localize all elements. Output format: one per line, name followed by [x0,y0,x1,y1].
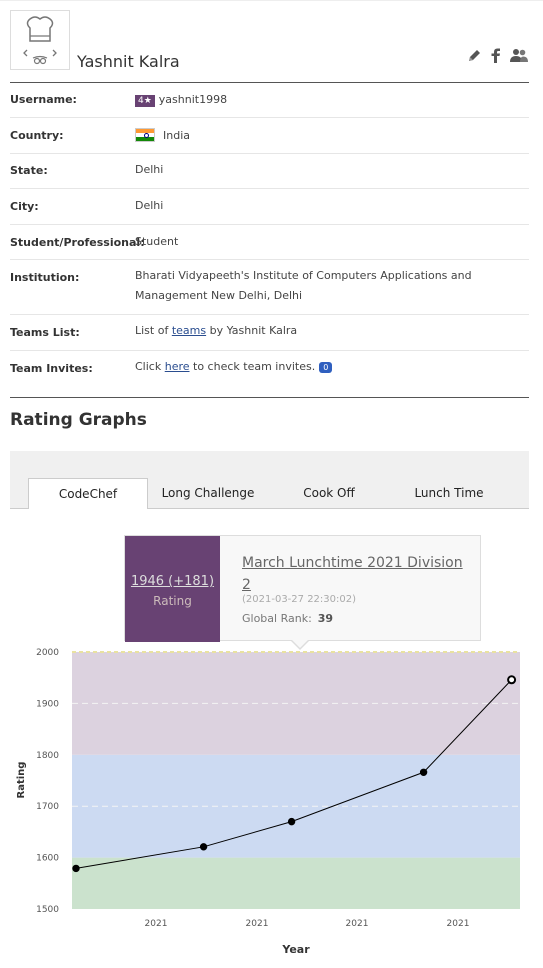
rating-graphs-title: Rating Graphs [10,410,147,430]
detail-value: 4★ yashnit1998 [135,90,489,110]
tooltip-arrow [290,639,310,650]
india-flag-icon [135,128,155,142]
username-value: yashnit1998 [158,93,228,106]
invites-text: Click [135,360,165,373]
x-tick-label: 2021 [145,919,168,929]
rating-band-0 [72,857,520,909]
detail-value: Click here to check team invites. 0 [135,357,489,377]
tab-codechef[interactable]: CodeChef [28,478,148,509]
detail-row-team-invites: Team Invites: Click here to check team i… [10,351,529,385]
tab-lunch-time[interactable]: Lunch Time [414,486,484,500]
y-tick-label: 1500 [36,905,59,915]
rating-point [287,817,296,826]
detail-value: Student [135,235,179,248]
tooltip-global-rank: Global Rank: 39 [242,612,333,625]
x-tick-label: 2021 [447,919,470,929]
detail-label: Institution: [10,271,80,284]
profile-details: Username: 4★ yashnit1998 Country: India S… [10,83,529,385]
facebook-icon[interactable] [491,48,500,67]
detail-row-teams-list: Teams List: List of teams by Yashnit Kal… [10,315,529,351]
tooltip-rating[interactable]: 1946 (+181) [130,574,215,589]
detail-label: Teams List: [10,326,80,339]
tooltip-contest-link[interactable]: March Lunchtime 2021 Division 2 [242,555,463,593]
avatar [10,10,70,70]
detail-row-city: City: Delhi [10,189,529,225]
invites-text-suffix: to check team invites. [189,360,316,373]
rating-point [419,768,428,776]
tab-cook-off[interactable]: Cook Off [303,486,355,500]
detail-row-country: Country: India [10,118,529,154]
y-tick-label: 1800 [36,751,59,761]
y-tick-label: 1900 [36,699,59,709]
header-divider [10,82,529,83]
detail-label: Country: [10,129,64,142]
x-axis-label: Year [281,943,310,956]
invites-here-link[interactable]: here [164,360,190,373]
detail-value: Bharati Vidyapeeth's Institute of Comput… [135,269,472,302]
detail-label: Username: [10,93,77,106]
rating-tooltip: 1946 (+181) Rating March Lunchtime 2021 … [124,535,481,642]
header-actions [467,48,528,67]
rating-chart: 1500 1600 1700 1800 1900 2000 2021 2021 2021 2021… [16,648,520,956]
chef-avatar-icon [23,16,57,65]
country-value: India [163,129,190,142]
invites-count-badge[interactable]: 0 [319,362,333,373]
y-tick-label: 1700 [36,802,59,812]
rating-tabs: CodeChef Long Challenge Cook Off Lunch T… [10,451,529,509]
detail-row-username: Username: 4★ yashnit1998 [10,83,529,118]
detail-label: State: [10,164,48,177]
section-divider [10,397,529,398]
tooltip-rating-label: Rating [153,594,192,608]
y-axis-label: Rating [16,762,27,799]
x-tick-label: 2021 [246,919,269,929]
top-border [0,0,543,5]
y-tick-label: 1600 [36,854,59,864]
rank-value: 39 [317,612,334,625]
detail-value: List of teams by Yashnit Kalra [135,321,489,341]
detail-value: India [135,126,489,146]
detail-row-state: State: Delhi [10,154,529,189]
detail-label: City: [10,200,39,213]
detail-label: Student/Professional: [10,236,145,249]
teams-text: List of [135,324,172,337]
tab-long-challenge[interactable]: Long Challenge [161,486,255,500]
y-tick-label: 2000 [36,648,59,658]
x-tick-label: 2021 [346,919,369,929]
tooltip-contest-date: (2021-03-27 22:30:02) [242,594,357,605]
detail-value: Delhi [135,163,164,176]
detail-row-student-professional: Student/Professional: Student [10,225,529,260]
users-group-icon[interactable] [510,48,528,67]
teams-text-suffix: by Yashnit Kalra [206,324,298,337]
star-badge: 4★ [135,95,155,107]
rank-label: Global Rank: [242,612,312,625]
rating-point [507,675,517,685]
tooltip-rating-panel: 1946 (+181) Rating [125,536,220,642]
profile-name: Yashnit Kalra [77,52,180,71]
rating-point [72,864,80,873]
detail-value: Delhi [135,199,164,212]
edit-pencil-icon[interactable] [467,48,481,67]
detail-label: Team Invites: [10,362,93,375]
rating-point [199,843,208,851]
detail-row-institution: Institution: Bharati Vidyapeeth's Instit… [10,260,529,315]
teams-link[interactable]: teams [171,324,207,337]
